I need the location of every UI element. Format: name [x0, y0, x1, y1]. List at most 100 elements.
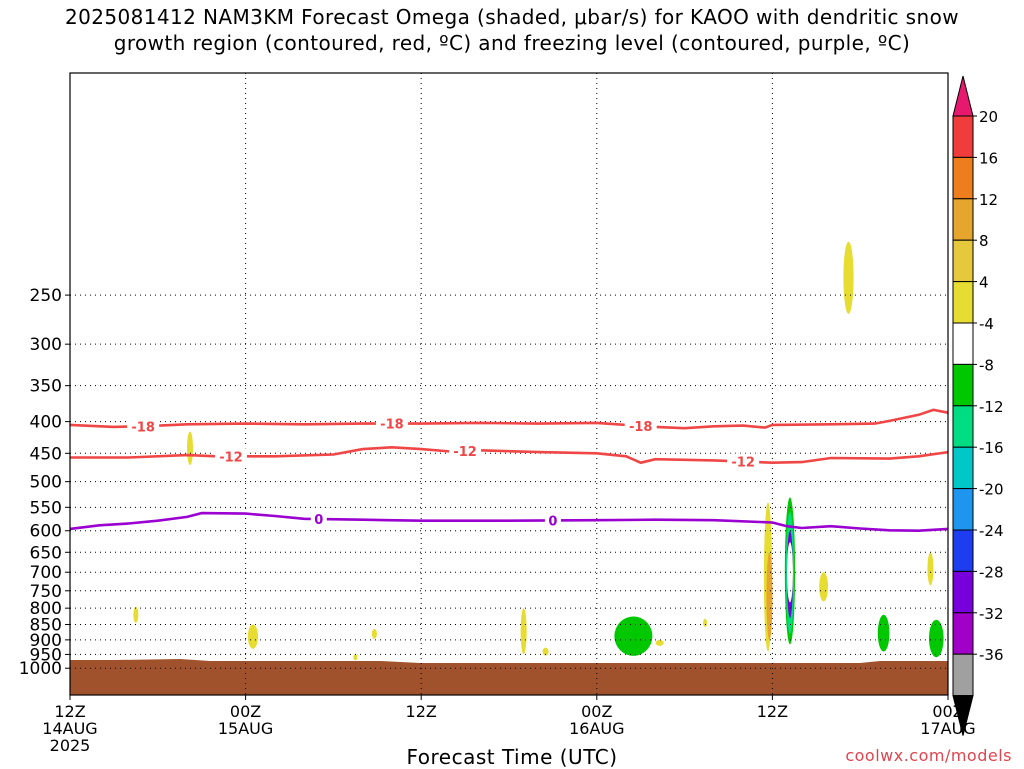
axes: 2503003504004505005506006507007508008509… [19, 72, 976, 755]
omega-area [928, 619, 944, 658]
colorbar-label: -24 [979, 522, 1004, 540]
y-tick-label: 250 [30, 286, 62, 306]
y-tick-label: 1000 [19, 659, 62, 679]
omega-area [655, 639, 664, 646]
omega-core [786, 542, 793, 603]
x-tick-label: 12Z [54, 702, 85, 721]
y-tick-label: 950 [30, 645, 62, 665]
chart-title-line-1: 2025081412 NAM3KM Forecast Omega (shaded… [65, 5, 959, 29]
x-tick-label: 15AUG [218, 719, 273, 738]
contour-line [70, 445, 949, 465]
x-tick-label: 17AUG [920, 719, 975, 738]
grid-lines [69, 73, 949, 695]
contour-label-bg [544, 512, 561, 529]
x-tick-label: 2025 [50, 736, 91, 755]
contour-label-bg [727, 453, 760, 470]
colorbar-label: -8 [979, 356, 994, 374]
ground-terrain-fill [70, 659, 948, 695]
omega-area [703, 618, 708, 627]
colorbar-label: 20 [979, 108, 998, 126]
omega-area [247, 624, 259, 649]
contour-label: -18 [131, 420, 155, 435]
contour-label-bg [310, 511, 327, 528]
contour-label: 0 [548, 514, 557, 529]
colorbar-label: -20 [979, 481, 1004, 499]
contour-label: 0 [314, 513, 323, 528]
omega-area [819, 572, 829, 602]
colorbar-swatch [952, 488, 974, 531]
colorbar-swatch [952, 570, 974, 614]
colorbar-swatch [952, 363, 974, 407]
colorbar-label: -12 [979, 398, 1004, 416]
y-tick-label: 900 [30, 631, 62, 651]
colorbar-swatch [952, 322, 974, 365]
contour-label-bg [449, 442, 482, 459]
colorbar-label: 12 [979, 191, 998, 209]
y-tick-label: 800 [30, 599, 62, 619]
omega-area [133, 606, 139, 623]
colorbar-label: -4 [979, 315, 994, 333]
omega-area [766, 552, 773, 640]
y-tick-label: 500 [30, 473, 62, 493]
x-tick-label: 12Z [757, 702, 788, 721]
colorbar-swatch [952, 156, 974, 200]
x-axis-title: Forecast Time (UTC) [406, 745, 618, 769]
contour-line [69, 511, 949, 533]
contour-lines: -18 -18 -18 -12 -12 -12 0 0 [69, 408, 949, 533]
omega-area [927, 552, 934, 586]
colorbar-label: -32 [979, 605, 1004, 623]
colorbar-label: -16 [979, 439, 1004, 457]
contour-label: -12 [219, 450, 243, 465]
y-tick-label: 650 [30, 543, 62, 563]
omega-shading [133, 241, 944, 661]
y-tick-label: 600 [30, 522, 62, 542]
colorbar-swatch [952, 198, 974, 241]
y-tick-label: 350 [30, 377, 62, 397]
colorbar-swatch [952, 405, 974, 448]
contour-label: -18 [629, 420, 653, 435]
omega-area [877, 614, 890, 652]
x-tick-label: 16AUG [569, 719, 624, 738]
omega-area [186, 431, 193, 466]
site-credit[interactable]: coolwx.com/models [845, 746, 1012, 765]
contour-label-bg [624, 417, 657, 434]
omega-area [371, 628, 377, 639]
colorbar-label: -36 [979, 646, 1004, 664]
contour-line [69, 408, 949, 430]
plot-frame [69, 72, 949, 696]
colorbar-swatch [952, 695, 974, 736]
colorbar-swatch [952, 239, 974, 283]
contour-label-bg [214, 448, 247, 465]
x-tick-label: 00Z [581, 702, 612, 721]
colorbar-swatch [952, 653, 974, 697]
ground-terrain [70, 659, 948, 695]
colorbar-swatch [952, 115, 974, 158]
colorbar-swatch [952, 75, 974, 117]
x-tick-label: 12Z [406, 702, 437, 721]
colorbar-label: -28 [979, 563, 1004, 581]
colorbar-label: 8 [979, 232, 989, 250]
x-tick-label: 14AUG [42, 719, 97, 738]
y-tick-label: 400 [30, 413, 62, 433]
colorbar-label: 4 [979, 274, 989, 292]
chart-title-line-2: growth region (contoured, red, ºC) and f… [113, 31, 911, 55]
colorbar-swatch [952, 612, 974, 655]
colorbar-swatch [952, 281, 974, 324]
contour-label-bg [127, 418, 160, 435]
omega-area [353, 654, 358, 661]
y-tick-label: 550 [30, 498, 62, 518]
contour-label-bg [375, 415, 408, 432]
colorbar-swatch [952, 529, 974, 572]
contour-label: -12 [731, 456, 755, 471]
omega-area [542, 647, 549, 656]
contour-label: -18 [380, 418, 404, 433]
x-tick-label: 00Z [230, 702, 261, 721]
y-tick-label: 300 [30, 335, 62, 355]
y-tick-label: 750 [30, 582, 62, 602]
colorbar-swatch [952, 446, 974, 490]
colorbar: 20 16 12 8 4 -4 -8 -12 -16 -20 -24 -28 -32 -36 [952, 75, 1004, 736]
omega-area [520, 608, 527, 655]
colorbar-label: 16 [979, 149, 998, 167]
y-tick-label: 700 [30, 563, 62, 583]
